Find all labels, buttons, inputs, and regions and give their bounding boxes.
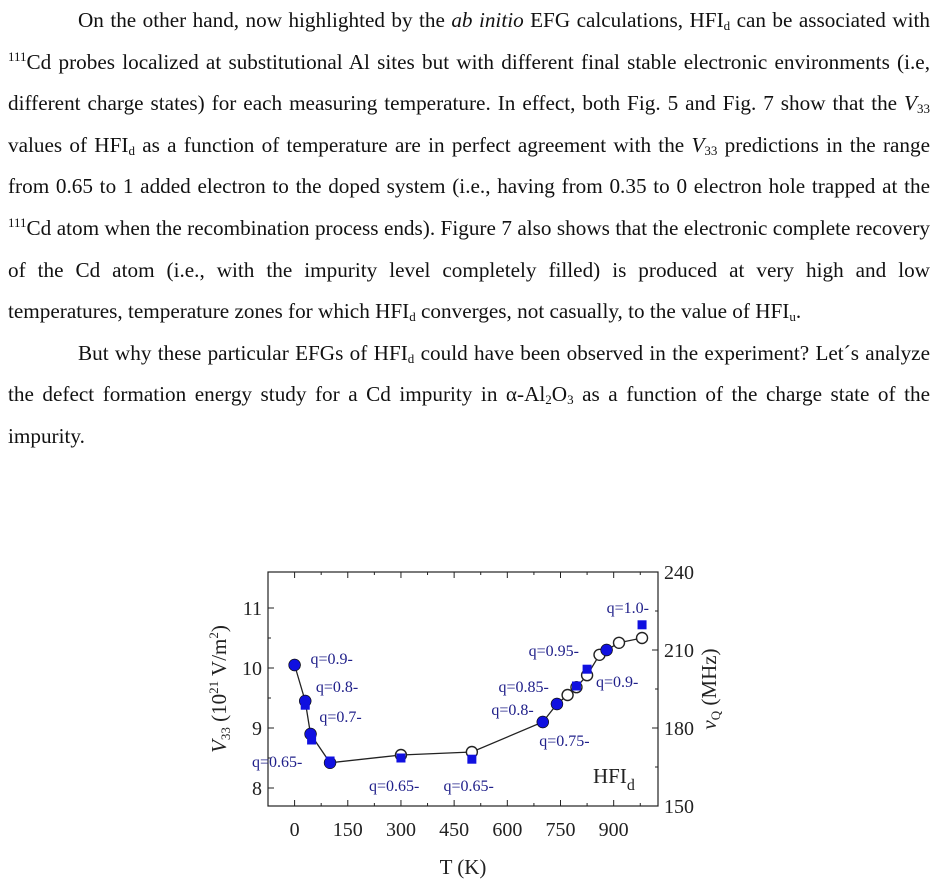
- charge-state-label: q=0.95-: [529, 643, 579, 660]
- filled-square-point: [571, 681, 581, 691]
- charge-state-label: q=0.9-: [596, 674, 638, 691]
- y-left-axis-label: V33 (1021 V/m2): [206, 625, 233, 753]
- y-left-tick-label: 10: [242, 658, 262, 680]
- y-right-axis-label: νQ (MHz): [697, 648, 723, 729]
- y-right-tick-label: 210: [664, 640, 694, 662]
- y-left-label-part: 33: [218, 727, 233, 740]
- y-right-label-part: ν: [697, 720, 721, 730]
- y-right-tick-label: 240: [664, 562, 694, 584]
- y-left-label-part: V: [207, 738, 231, 753]
- y-right-tick-label: 150: [664, 796, 694, 818]
- filled-square-point: [300, 700, 310, 710]
- y-left-label-part: ): [207, 625, 231, 632]
- charge-state-label: q=0.7-: [319, 709, 361, 726]
- x-axis-label: T (K): [440, 855, 487, 879]
- y-left-tick-label: 11: [243, 598, 262, 620]
- charge-state-label: q=0.85-: [498, 679, 548, 696]
- hfi-label-main: HFI: [593, 764, 627, 788]
- body-text: On the other hand, now highlighted by th…: [8, 0, 930, 458]
- y-right-tick-label: 180: [664, 718, 694, 740]
- charge-state-label: q=0.65-: [252, 754, 302, 771]
- filled-square-point: [307, 735, 317, 745]
- x-tick-label: 150: [333, 819, 363, 841]
- filled-square-point: [637, 620, 647, 630]
- y-left-label-part: 21: [206, 681, 221, 694]
- filled-square-point: [582, 664, 592, 674]
- filled-square-point: [396, 753, 406, 763]
- hfi-label-sub: d: [627, 777, 635, 794]
- filled-circle-point: [600, 643, 613, 657]
- charge-state-label: q=1.0-: [607, 600, 649, 617]
- open-circle-point: [612, 636, 626, 649]
- filled-circle-point: [550, 697, 564, 711]
- y-left-label-part: V/m: [207, 639, 231, 681]
- x-tick-label: 600: [492, 819, 522, 841]
- filled-square-point: [325, 756, 335, 766]
- y-left-label-part: (10: [207, 694, 231, 727]
- charge-state-label: q=0.9-: [311, 651, 353, 668]
- x-tick-label: 0: [290, 819, 300, 841]
- charge-state-label: q=0.65-: [369, 778, 419, 795]
- open-circle-point: [635, 631, 649, 645]
- hfi-d-label: HFId: [593, 764, 635, 794]
- charge-state-label: q=0.65-: [444, 778, 494, 795]
- x-tick-label: 900: [599, 819, 629, 841]
- charge-state-label: q=0.8-: [491, 702, 533, 719]
- y-right-label-part: Q: [708, 710, 723, 720]
- open-circle-point: [561, 688, 574, 702]
- y-right-label-part: (MHz): [697, 648, 721, 710]
- x-tick-label: 750: [546, 819, 576, 841]
- y-left-tick-label: 9: [252, 718, 262, 740]
- paragraph-2: But why these particular EFGs of HFId co…: [8, 340, 930, 448]
- x-tick-label: 300: [386, 819, 416, 841]
- y-left-tick-label: 8: [252, 778, 262, 800]
- x-tick-label: 450: [439, 819, 469, 841]
- paragraph-1: On the other hand, now highlighted by th…: [8, 8, 931, 325]
- charge-state-label: q=0.8-: [316, 679, 358, 696]
- y-left-label-part: 2: [206, 632, 221, 639]
- filled-circle-point: [288, 658, 301, 672]
- charge-state-label: q=0.75-: [539, 733, 589, 750]
- filled-square-point: [467, 754, 477, 764]
- filled-circle-point: [536, 715, 549, 729]
